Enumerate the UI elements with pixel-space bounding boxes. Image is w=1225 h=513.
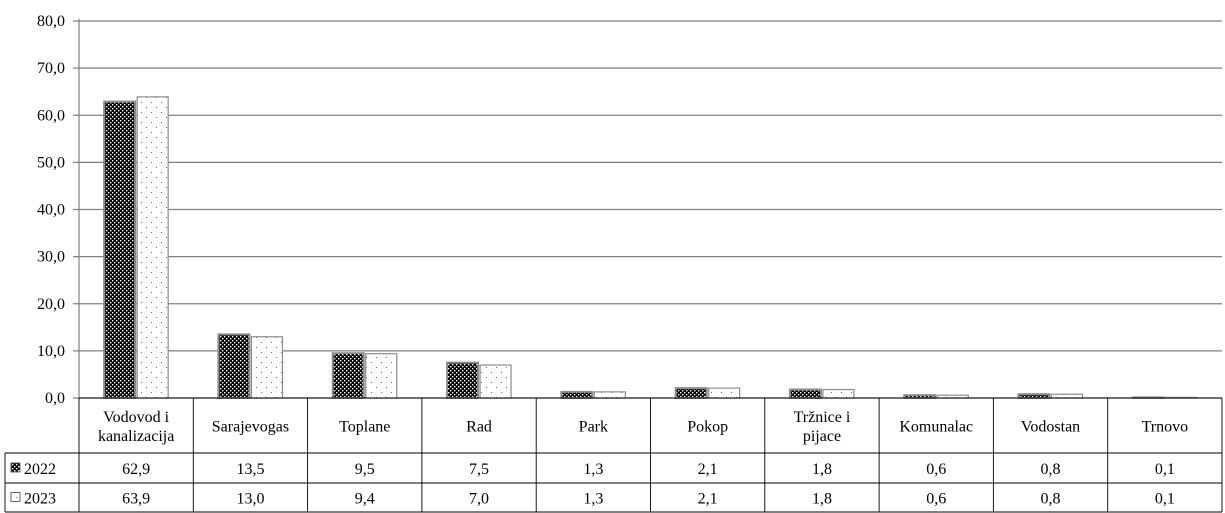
bar-2023 [250, 336, 284, 399]
category-label: Vodostan [1021, 419, 1080, 436]
y-tick-label: 20,0 [37, 296, 65, 313]
bars [103, 96, 1198, 400]
data-label: 1,3 [583, 461, 603, 478]
data-label: 0,1 [1155, 461, 1175, 478]
bar-2022 [446, 361, 480, 399]
bar-2022 [331, 352, 365, 400]
data-label: 2,1 [698, 491, 718, 508]
category-label: Tržnice i [794, 409, 851, 426]
y-tick-label: 70,0 [37, 60, 65, 77]
y-tick-label: 10,0 [37, 343, 65, 360]
series-label: 2022 [24, 461, 56, 478]
data-label: 7,0 [469, 491, 489, 508]
y-tick-label: 30,0 [37, 249, 65, 266]
data-label: 2,1 [698, 461, 718, 478]
data-label: 0,6 [926, 461, 946, 478]
bar-2023 [479, 364, 512, 399]
bar-2023 [708, 387, 741, 399]
bar-2022 [674, 387, 708, 400]
bar-2022 [103, 100, 137, 400]
category-label: Rad [466, 419, 492, 436]
data-label: 1,3 [583, 491, 603, 508]
data-label: 63,9 [122, 491, 150, 508]
data-label: 9,4 [355, 491, 375, 508]
data-label: 0,6 [926, 491, 946, 508]
data-label: 1,8 [812, 491, 832, 508]
legend-key-2023 [10, 492, 21, 502]
bar-2023 [1050, 393, 1084, 399]
legend-key-2022 [10, 462, 21, 473]
data-label: 0,1 [1155, 491, 1175, 508]
data-label: 13,0 [236, 491, 264, 508]
data-label: 0,8 [1041, 461, 1061, 478]
y-axis-tick-labels: 0,0 10,0 20,0 30,0 40,0 50,0 60,0 70,0 80,0 [37, 13, 65, 407]
category-label: Komunalac [899, 419, 973, 436]
bar-2022 [217, 333, 251, 400]
data-label: 9,5 [355, 461, 375, 478]
category-label: kanalizacija [98, 428, 174, 445]
data-label: 62,9 [122, 461, 150, 478]
y-tick-label: 0,0 [45, 390, 65, 407]
bar-2023 [365, 353, 398, 399]
y-tick-label: 60,0 [37, 107, 65, 124]
bar-2022 [560, 390, 594, 399]
bar-2022 [788, 388, 822, 399]
bar-2023 [822, 388, 855, 399]
category-label: Park [579, 419, 608, 436]
category-label: pijace [803, 428, 841, 445]
y-tick-label: 80,0 [37, 13, 65, 30]
data-label: 0,8 [1041, 491, 1061, 508]
bar-2023 [593, 391, 626, 399]
y-tick-label: 40,0 [37, 202, 65, 219]
category-label: Toplane [339, 419, 390, 436]
category-label: Vodovod i [103, 409, 169, 426]
y-tick-label: 50,0 [37, 154, 65, 171]
data-label: 1,8 [812, 461, 832, 478]
bar-2023 [136, 96, 169, 399]
category-label: Pokop [687, 419, 728, 436]
category-label: Sarajevogas [212, 419, 289, 436]
data-label: 7,5 [469, 461, 489, 478]
data-table: Vodovod i kanalizacija Sarajevogas Toplane R… [4, 397, 1223, 513]
bar-2022 [1017, 393, 1051, 400]
category-label: Trnovo [1142, 419, 1189, 436]
series-label: 2023 [24, 491, 56, 508]
data-label: 13,5 [236, 461, 264, 478]
